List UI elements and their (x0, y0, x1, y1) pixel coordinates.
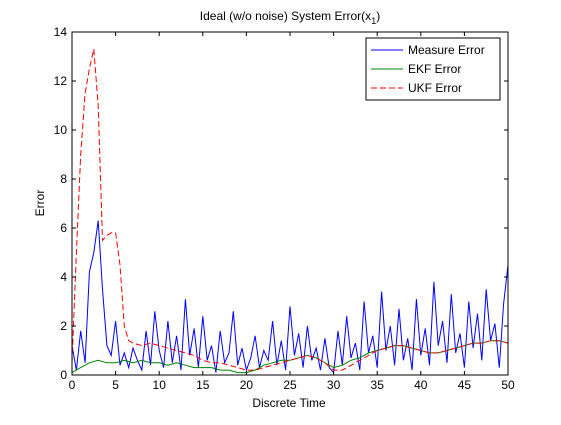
title-subscript: 1 (371, 16, 376, 26)
x-tick-label: 35 (371, 378, 385, 392)
y-tick-label: 8 (60, 172, 67, 186)
y-tick-label: 14 (54, 25, 68, 39)
x-tick-label: 5 (112, 378, 119, 392)
series-line-3 (71, 48, 509, 371)
y-tick-label: 4 (60, 270, 67, 284)
title-main: Ideal (w/o noise) System Error(x (200, 9, 371, 23)
series-line-1 (71, 220, 509, 374)
y-tick-label: 12 (54, 74, 68, 88)
y-axis-label: Error (33, 190, 47, 217)
legend: Measure Error EKF Error UKF Error (365, 37, 501, 101)
x-tick-label: 15 (196, 378, 210, 392)
x-tick-label: 30 (327, 378, 341, 392)
x-tick-label: 45 (458, 378, 472, 392)
x-tick-label: 25 (283, 378, 297, 392)
legend-label-3: UKF Error (408, 81, 462, 95)
legend-label-1: Measure Error (408, 43, 485, 57)
title-end: ) (376, 9, 380, 23)
y-tick-label: 0 (60, 368, 67, 382)
chart-title: Ideal (w/o noise) System Error(x1) (200, 9, 380, 26)
x-tick-label: 50 (501, 378, 515, 392)
y-tick-label: 10 (54, 123, 68, 137)
x-tick-label: 10 (153, 378, 167, 392)
x-tick-label: 20 (240, 378, 254, 392)
x-tick-label: 40 (414, 378, 428, 392)
y-tick-label: 6 (60, 221, 67, 235)
plot-area: 0 5 10 15 20 25 30 35 40 45 50 0 2 4 6 8 10 12 14 Measure E… (54, 25, 515, 392)
x-axis-label: Discrete Time (252, 396, 326, 410)
y-tick-label: 2 (60, 319, 67, 333)
legend-label-2: EKF Error (408, 62, 461, 76)
x-tick-label: 0 (69, 378, 76, 392)
